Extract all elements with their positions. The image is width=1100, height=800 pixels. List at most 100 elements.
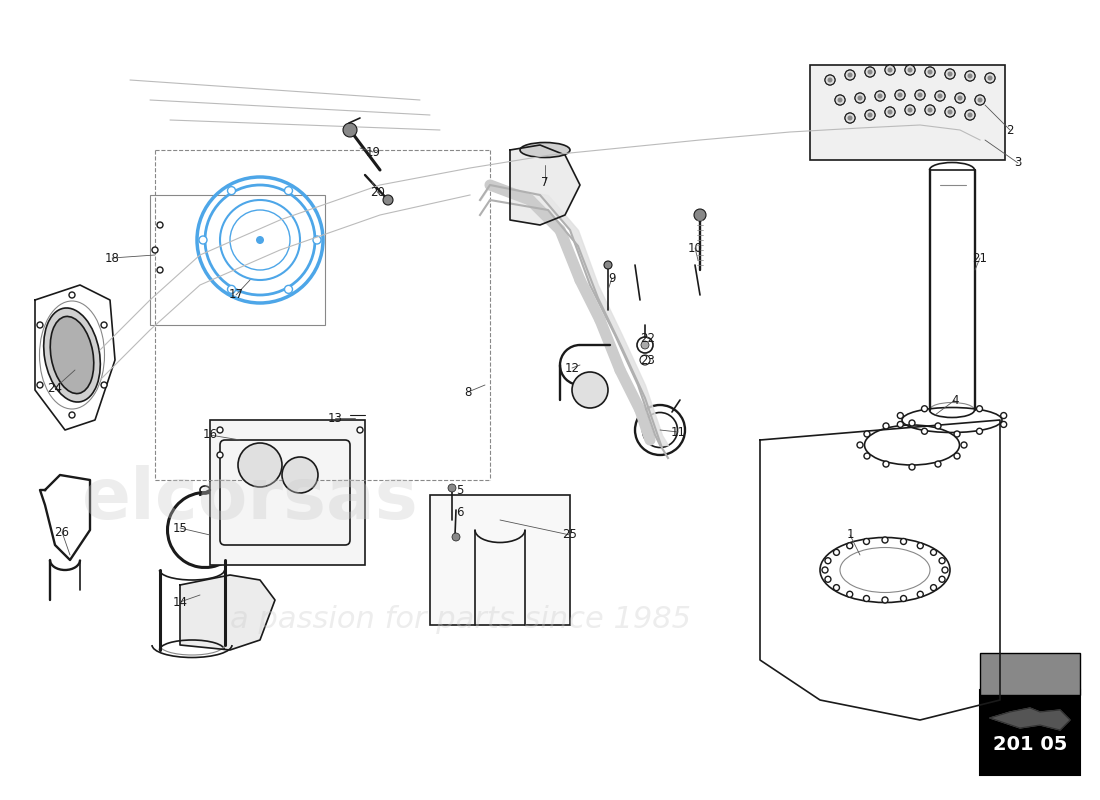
Circle shape — [905, 105, 915, 115]
Circle shape — [942, 567, 948, 573]
Circle shape — [867, 69, 873, 75]
Circle shape — [886, 107, 895, 117]
Circle shape — [855, 93, 865, 103]
Circle shape — [837, 97, 843, 103]
Text: 23: 23 — [640, 354, 656, 366]
Circle shape — [961, 442, 967, 448]
Circle shape — [965, 71, 975, 81]
Circle shape — [901, 595, 906, 602]
Circle shape — [865, 67, 874, 77]
Circle shape — [935, 91, 945, 101]
Circle shape — [285, 286, 293, 294]
Circle shape — [887, 67, 893, 73]
Circle shape — [988, 75, 992, 81]
Circle shape — [927, 70, 933, 74]
Circle shape — [864, 538, 869, 545]
Circle shape — [882, 537, 888, 543]
Circle shape — [837, 98, 843, 102]
Circle shape — [947, 71, 953, 77]
Circle shape — [827, 77, 833, 83]
Ellipse shape — [44, 308, 100, 402]
Text: 3: 3 — [1014, 157, 1022, 170]
Circle shape — [282, 457, 318, 493]
Circle shape — [977, 406, 982, 412]
Circle shape — [935, 461, 940, 467]
Circle shape — [945, 69, 955, 79]
Text: 1: 1 — [846, 529, 854, 542]
Text: 7: 7 — [541, 175, 549, 189]
Circle shape — [975, 95, 984, 105]
Circle shape — [452, 533, 460, 541]
Ellipse shape — [520, 142, 570, 158]
Circle shape — [947, 71, 953, 77]
Bar — [150, 195, 324, 325]
Circle shape — [888, 67, 892, 73]
Text: 17: 17 — [229, 289, 243, 302]
Circle shape — [886, 65, 895, 75]
Circle shape — [898, 93, 902, 98]
Text: 8: 8 — [464, 386, 472, 398]
Circle shape — [931, 585, 936, 590]
Circle shape — [834, 550, 839, 555]
Text: 6: 6 — [456, 506, 464, 518]
Circle shape — [845, 113, 855, 123]
Circle shape — [101, 382, 107, 388]
Circle shape — [847, 591, 852, 598]
Circle shape — [217, 452, 223, 458]
Circle shape — [827, 78, 833, 82]
Circle shape — [883, 423, 889, 429]
Circle shape — [101, 322, 107, 328]
Circle shape — [865, 67, 874, 77]
Circle shape — [895, 90, 905, 100]
Circle shape — [947, 110, 953, 114]
Circle shape — [157, 267, 163, 273]
Circle shape — [898, 413, 903, 418]
Circle shape — [984, 73, 996, 83]
Circle shape — [883, 461, 889, 467]
Circle shape — [867, 112, 873, 118]
Circle shape — [217, 427, 223, 433]
Circle shape — [874, 91, 886, 101]
Circle shape — [917, 92, 923, 98]
Circle shape — [358, 427, 363, 433]
Circle shape — [978, 98, 982, 102]
Circle shape — [915, 90, 925, 100]
Polygon shape — [990, 708, 1070, 730]
Circle shape — [835, 95, 845, 105]
Circle shape — [984, 73, 996, 83]
Circle shape — [898, 422, 903, 427]
Circle shape — [965, 110, 975, 120]
Circle shape — [228, 186, 235, 194]
Bar — [430, 495, 570, 625]
Circle shape — [845, 70, 855, 80]
Circle shape — [847, 73, 852, 78]
Circle shape — [925, 67, 935, 77]
Circle shape — [37, 322, 43, 328]
Circle shape — [967, 112, 974, 118]
Circle shape — [152, 247, 158, 253]
Circle shape — [847, 72, 852, 78]
Circle shape — [845, 113, 855, 123]
Circle shape — [915, 90, 925, 100]
Circle shape — [908, 107, 913, 113]
Circle shape — [909, 420, 915, 426]
Text: 21: 21 — [972, 251, 988, 265]
Circle shape — [857, 95, 864, 101]
FancyBboxPatch shape — [980, 690, 1080, 775]
Circle shape — [37, 382, 43, 388]
Circle shape — [987, 75, 993, 81]
Circle shape — [835, 95, 845, 105]
Circle shape — [917, 542, 923, 549]
Circle shape — [868, 113, 872, 118]
Circle shape — [864, 595, 869, 602]
Circle shape — [945, 107, 955, 117]
Circle shape — [855, 93, 865, 103]
Bar — [980, 653, 1080, 695]
Text: 13: 13 — [328, 411, 342, 425]
Circle shape — [957, 95, 962, 101]
Text: 19: 19 — [365, 146, 381, 158]
Circle shape — [955, 93, 965, 103]
Circle shape — [228, 286, 235, 294]
Circle shape — [965, 71, 975, 81]
Circle shape — [909, 464, 915, 470]
